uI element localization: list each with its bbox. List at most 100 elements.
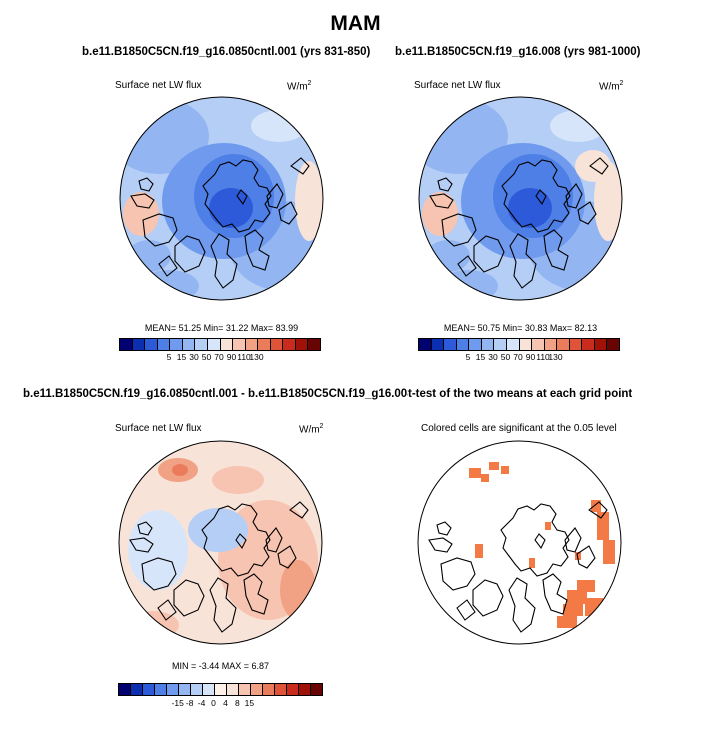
panel4-significant-cell [575, 552, 581, 560]
panel3-colorbar-tick-label: -4 [197, 698, 206, 708]
panel1-coastline [266, 183, 284, 209]
panel4-variable-label: Colored cells are significant at the 0.0… [421, 423, 617, 434]
panel2-stats: MEAN= 50.75 Min= 30.83 Max= 82.13 [443, 323, 598, 333]
panel2-field-region [422, 192, 458, 236]
panel4-map-border [417, 440, 622, 645]
panel4-coastline [576, 545, 596, 569]
panel1-field-region [295, 161, 323, 241]
panel4-coastline [564, 527, 582, 553]
panel2-field-region [426, 240, 470, 272]
panel2-colorbar [418, 338, 620, 351]
panel2-coastline [457, 255, 477, 277]
panel1-variable-label: Surface net LW flux [115, 80, 202, 91]
panel1-coastline [142, 213, 178, 247]
panel1-colorbar-tick-label: 70 [214, 352, 224, 362]
panel4-significant-cell [501, 466, 509, 474]
panel1-colorbar-swatch [120, 339, 133, 350]
panel1-colorbar-swatch [233, 339, 246, 350]
panel4-significant-cell [577, 580, 595, 592]
panel2-colorbar-swatch [444, 339, 457, 350]
panel2-colorbar-swatch [544, 339, 558, 350]
panel4-coastline [436, 521, 452, 536]
panel1-colorbar-swatch [245, 339, 259, 350]
panel4-coastline [588, 501, 608, 519]
panel1-colorbar-swatch [157, 339, 171, 350]
panel1-colorbar-ticks: 5 15 30 50 70 90 110 130 [119, 352, 319, 364]
panel2-colorbar-tick-label: 30 [488, 352, 498, 362]
panel3-colorbar-tick-label: 15 [244, 698, 255, 708]
panel1-colorbar-swatch [308, 339, 320, 350]
panel3-colorbar-swatch [167, 684, 179, 695]
panel1-coastline [138, 177, 154, 192]
panel3-coastline [129, 537, 154, 553]
panel3-colorbar-swatch [215, 684, 227, 695]
panel1-colorbar-tick-label: 5 [166, 352, 172, 362]
panel4-title: t-test of the two means at each grid poi… [408, 388, 633, 400]
panel2-coastline [437, 177, 453, 192]
panel1-colorbar-tick-label: 130 [249, 352, 264, 362]
panel2-colorbar-swatch [431, 339, 445, 350]
panel4-significant-cell [557, 616, 577, 628]
panel1-coastline [290, 157, 310, 175]
panel1-title: b.e11.B1850C5CN.f19_g16.0850cntl.001 (yr… [82, 46, 371, 58]
panel2-colorbar-swatch [419, 339, 432, 350]
panel3-colorbar-swatch [299, 684, 311, 695]
panel1-colorbar [119, 338, 321, 351]
panel3-colorbar-tick-label: -15 [171, 698, 184, 708]
panel1-stats: MEAN= 51.25 Min= 31.22 Max= 83.99 [144, 323, 299, 333]
panel1-colorbar-tick-label: 110 [237, 352, 251, 362]
panel4-significant-cell [529, 558, 535, 568]
panel3-coastline [289, 501, 309, 519]
panel1-colorbar-swatch [145, 339, 158, 350]
panel3-colorbar-swatch [287, 684, 299, 695]
panel1-colorbar-swatch [195, 339, 208, 350]
panel2-colorbar-tick-label: 50 [500, 352, 511, 362]
panel3-map-border [118, 440, 323, 645]
panel4-significant-cell [563, 604, 583, 616]
panel4-coastline [440, 557, 476, 591]
panel4-significant-cell [469, 468, 481, 478]
panel2-colorbar-swatch [582, 339, 595, 350]
panel3-colorbar-swatch [203, 684, 215, 695]
panel2-variable-label: Surface net LW flux [414, 80, 501, 91]
panel2-colorbar-swatch [532, 339, 545, 350]
panel1-colorbar-tick-label: 50 [201, 352, 212, 362]
panel3-title: b.e11.B1850C5CN.f19_g16.0850cntl.001 - b… [23, 388, 414, 400]
panel2-coastline [509, 233, 537, 289]
panel3-map [118, 440, 323, 645]
panel1-colorbar-swatch [182, 339, 196, 350]
panel3-colorbar-swatch [251, 684, 263, 695]
panel3-field-region [212, 466, 264, 494]
panel1-colorbar-tick-label: 30 [189, 352, 199, 362]
panel4-significant-cell [489, 462, 499, 470]
panel2-colorbar-tick-label: 70 [513, 352, 523, 362]
panel3-colorbar-swatch [311, 684, 322, 695]
panel3-coastline [243, 573, 269, 615]
panel4-significant-cell [567, 590, 587, 604]
panel1-field-region [123, 192, 159, 236]
panel3-colorbar-swatch [155, 684, 167, 695]
panel3-colorbar-tick-label: 8 [235, 698, 240, 708]
panel2-colorbar-ticks: 5 15 30 50 70 90 110 130 [418, 352, 618, 364]
panel1-colorbar-swatch [207, 339, 221, 350]
panel1-colorbar-tick-label: 15 [176, 352, 187, 362]
panel2-colorbar-swatch [557, 339, 570, 350]
panel3-colorbar-swatch [239, 684, 251, 695]
panel3-colorbar-tick-label: 0 [211, 698, 216, 708]
panel1-map-border [119, 96, 324, 301]
panel3-field-region [188, 508, 248, 552]
panel2-colorbar-swatch [519, 339, 533, 350]
panel2-field-region [575, 150, 611, 182]
panel2-coastline [543, 229, 569, 271]
panel1-colorbar-swatch [170, 339, 183, 350]
panel3-colorbar-swatch [227, 684, 239, 695]
panel3-colorbar-swatch [143, 684, 155, 695]
panel2-colorbar-tick-label: 90 [525, 352, 536, 362]
figure-title: MAM [330, 12, 381, 35]
panel2-coastline [535, 189, 547, 206]
panel2-colorbar-tick-label: 15 [475, 352, 486, 362]
panel4-coastline [456, 599, 476, 621]
panel2-colorbar-swatch [569, 339, 583, 350]
panel3-field-region [172, 464, 188, 476]
panel3-colorbar-swatch [119, 684, 131, 695]
